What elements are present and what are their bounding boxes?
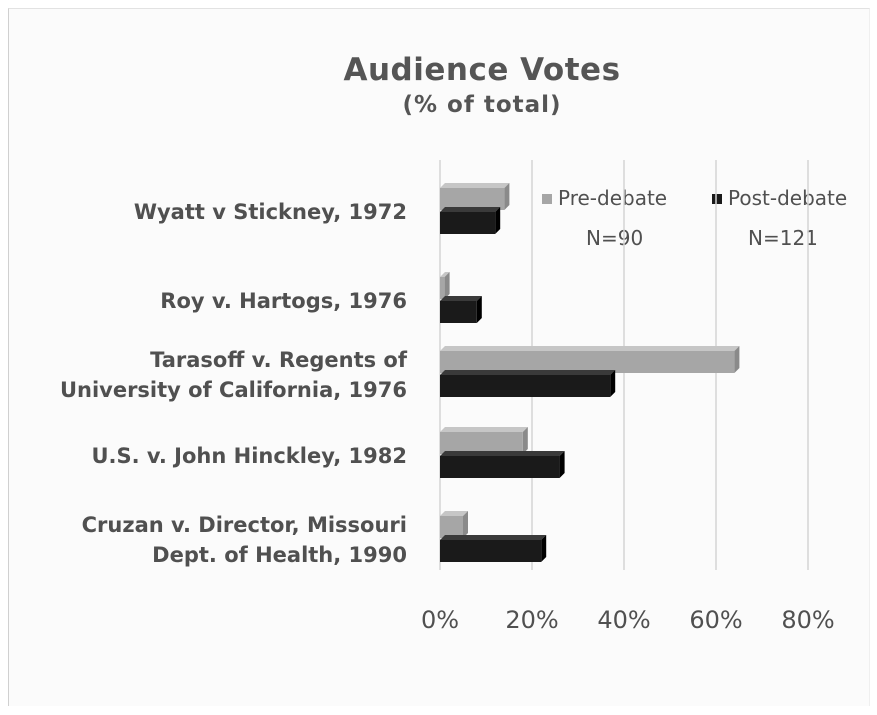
bar-post-debate: [440, 212, 496, 234]
bar-top-pre-debate: [440, 183, 510, 188]
legend-swatch-post-debate: [712, 194, 722, 204]
bar-top-pre-debate: [440, 511, 468, 516]
bar-post-debate: [440, 375, 611, 397]
bar-top-post-debate: [440, 451, 565, 456]
category-label: Wyatt v Stickney, 1972: [134, 200, 407, 224]
bar-side-post-debate: [476, 296, 482, 323]
legend-n-pre-debate: N=90: [586, 226, 644, 250]
bar-side-pre-debate: [463, 511, 468, 538]
x-tick-label: 60%: [689, 606, 742, 634]
bar-top-pre-debate: [440, 272, 450, 277]
bar-pre-debate: [440, 432, 523, 454]
bar-post-debate: [440, 301, 477, 323]
bar-side-pre-debate: [444, 272, 450, 299]
category-label: Cruzan v. Director, Missouri: [82, 513, 407, 537]
bar-pre-debate: [440, 188, 505, 210]
chart-subtitle: (% of total): [402, 92, 562, 118]
bar-pre-debate: [440, 516, 463, 538]
bar-top-post-debate: [440, 207, 501, 212]
bar-side-post-debate: [559, 451, 565, 478]
bar-pre-debate: [440, 351, 735, 373]
x-tick-label: 20%: [505, 606, 558, 634]
bar-side-post-debate: [610, 370, 616, 397]
legend-item-pre-debate: Pre-debate: [542, 186, 667, 210]
bar-post-debate: [440, 540, 542, 562]
bar-pre-debate: [440, 277, 445, 299]
legend-label-pre-debate: Pre-debate: [558, 186, 668, 210]
chart-title: Audience Votes: [343, 52, 621, 88]
bar-side-post-debate: [541, 535, 547, 562]
legend-n-post-debate: N=121: [748, 226, 818, 250]
bar-side-pre-debate: [734, 346, 740, 373]
category-label: U.S. v. John Hinckley, 1982: [91, 444, 407, 468]
x-tick-label: 40%: [597, 606, 650, 634]
category-label: Dept. of Health, 1990: [152, 543, 407, 567]
bar-top-post-debate: [440, 370, 616, 375]
category-label: University of California, 1976: [60, 378, 407, 402]
legend-label-post-debate: Post-debate: [728, 186, 848, 210]
legend-swatch-pre-debate: [542, 194, 552, 204]
category-label: Tarasoff v. Regents of: [150, 348, 408, 372]
bar-top-post-debate: [440, 535, 547, 540]
bar-side-post-debate: [495, 207, 501, 234]
x-tick-label: 80%: [781, 606, 834, 634]
bar-top-pre-debate: [440, 346, 740, 351]
category-label: Roy v. Hartogs, 1976: [160, 289, 407, 313]
bar-top-post-debate: [440, 296, 482, 301]
bar-side-pre-debate: [504, 183, 510, 210]
legend-item-post-debate: Post-debate: [712, 186, 847, 210]
bar-top-pre-debate: [440, 427, 528, 432]
bar-post-debate: [440, 456, 560, 478]
bar-side-pre-debate: [522, 427, 528, 454]
x-tick-label: 0%: [421, 606, 459, 634]
